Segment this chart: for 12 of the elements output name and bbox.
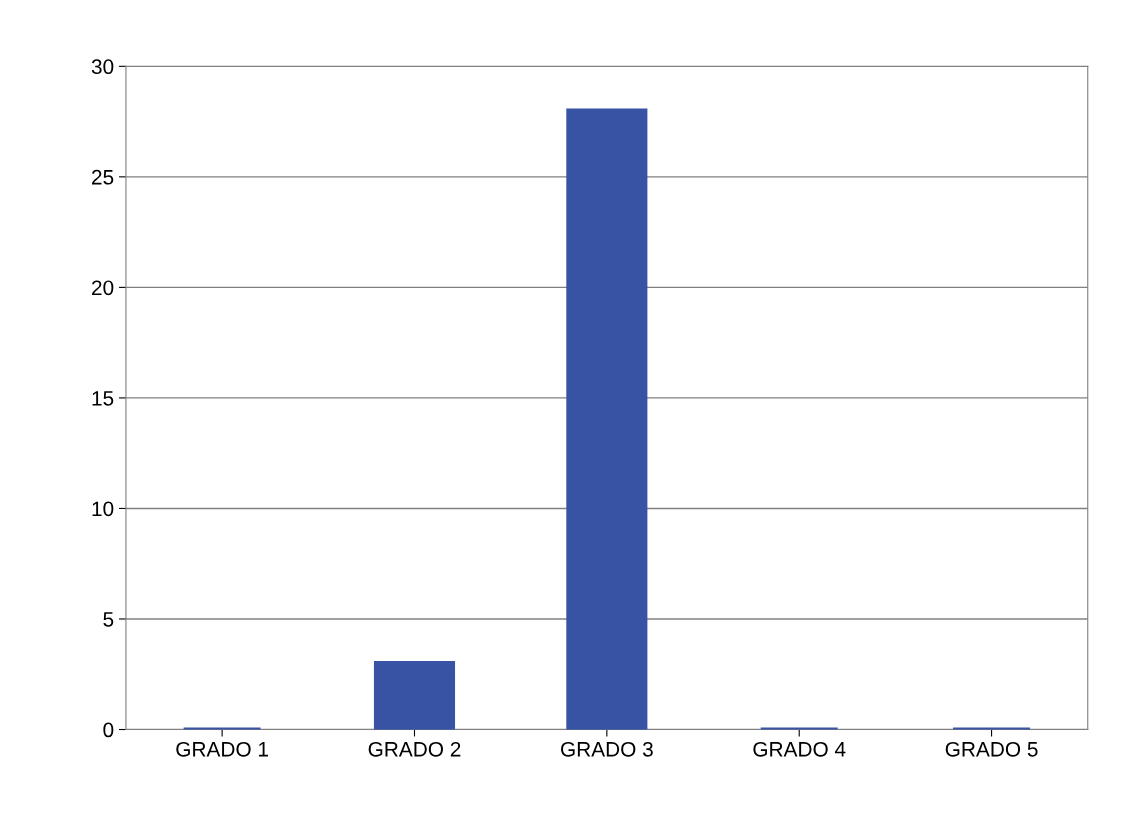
y-tick-label: 30: [91, 59, 114, 75]
y-tick-label: 20: [92, 280, 114, 296]
y-tick-label: 25: [92, 169, 114, 185]
x-tick-label: GRADO 3: [561, 741, 653, 757]
y-tick-label: 0: [103, 722, 114, 738]
x-tick-label: GRADO 1: [176, 741, 268, 757]
y-tick-label: 5: [103, 612, 114, 627]
y-tick-label: 15: [92, 391, 114, 406]
x-tick-label: GRADO 5: [945, 741, 1038, 757]
y-tick-label: 10: [92, 501, 114, 517]
x-tick-label: GRADO 4: [753, 741, 846, 757]
x-tick-label: GRADO 2: [368, 741, 461, 757]
